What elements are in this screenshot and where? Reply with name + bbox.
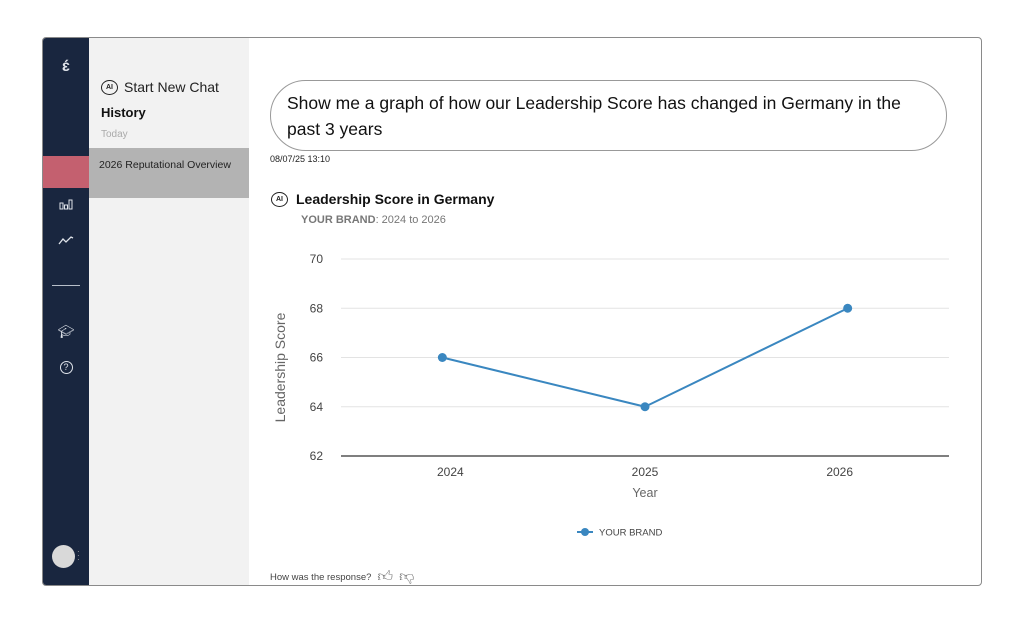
subtitle-brand: YOUR BRAND xyxy=(301,214,376,226)
graduation-cap-icon[interactable]: 🎓︎ xyxy=(57,324,75,339)
data-point xyxy=(437,353,447,362)
chart-title-row: AI Leadership Score in Germany xyxy=(271,191,494,207)
more-icon[interactable]: · · · xyxy=(77,547,80,564)
ai-response-icon: AI xyxy=(271,191,288,207)
x-axis-label: Year xyxy=(632,486,657,500)
feedback-label: How was the response? xyxy=(270,571,372,583)
x-tick-label: 2024 xyxy=(437,465,464,479)
start-new-chat-label: Start New Chat xyxy=(124,79,219,95)
ai-chat-icon: AI xyxy=(101,79,118,95)
y-tick-label: 64 xyxy=(310,400,324,414)
x-tick-label: 2026 xyxy=(826,465,853,479)
logo: ɛ́ xyxy=(62,58,70,75)
help-icon[interactable]: ? xyxy=(43,358,89,374)
chart-title: Leadership Score in Germany xyxy=(296,191,495,207)
divider xyxy=(52,285,80,286)
data-point xyxy=(843,303,853,313)
avatar[interactable] xyxy=(52,545,75,568)
thumbs-down-icon[interactable]: 👎︎ xyxy=(399,568,415,585)
feedback-row: How was the response? 👍︎ 👎︎ xyxy=(270,568,415,585)
message-timestamp: 08/07/25 13:10 xyxy=(270,154,331,164)
y-tick-label: 70 xyxy=(310,252,324,266)
history-item[interactable]: 2026 Reputational Overview xyxy=(89,148,249,198)
trend-line-icon[interactable] xyxy=(43,233,89,248)
data-point xyxy=(640,402,650,412)
history-title: History xyxy=(101,105,146,120)
nav-item-chat-active[interactable] xyxy=(43,156,89,188)
chart-subtitle: YOUR BRAND: 2024 to 2026 xyxy=(301,214,446,226)
y-axis-label: Leadership Score xyxy=(272,312,288,422)
y-tick-label: 66 xyxy=(310,351,324,365)
history-panel: AI Start New Chat History Today 2026 Repu… xyxy=(89,38,249,585)
legend-label: YOUR BRAND xyxy=(599,528,662,539)
legend-marker xyxy=(581,528,589,536)
y-tick-label: 68 xyxy=(310,301,324,315)
y-tick-label: 62 xyxy=(310,449,324,463)
subtitle-range: : 2024 to 2026 xyxy=(375,214,446,226)
start-new-chat-button[interactable]: AI Start New Chat xyxy=(101,79,219,95)
app-window: ɛ́ 🎓︎ ? · · · AI Start New Chat History Tod… xyxy=(42,37,982,586)
thumbs-up-icon[interactable]: 👍︎ xyxy=(377,568,394,585)
x-tick-label: 2025 xyxy=(632,465,659,479)
history-group-today: Today xyxy=(101,129,128,140)
nav-rail: ɛ́ 🎓︎ ? · · · xyxy=(43,38,89,585)
line-chart: 62 64 66 68 70 2024 2025 2026 Year Leadership Sco… xyxy=(272,252,949,539)
user-prompt-bubble: Show me a graph of how our Leadership Sc… xyxy=(270,80,947,151)
bar-chart-icon[interactable] xyxy=(43,198,89,213)
